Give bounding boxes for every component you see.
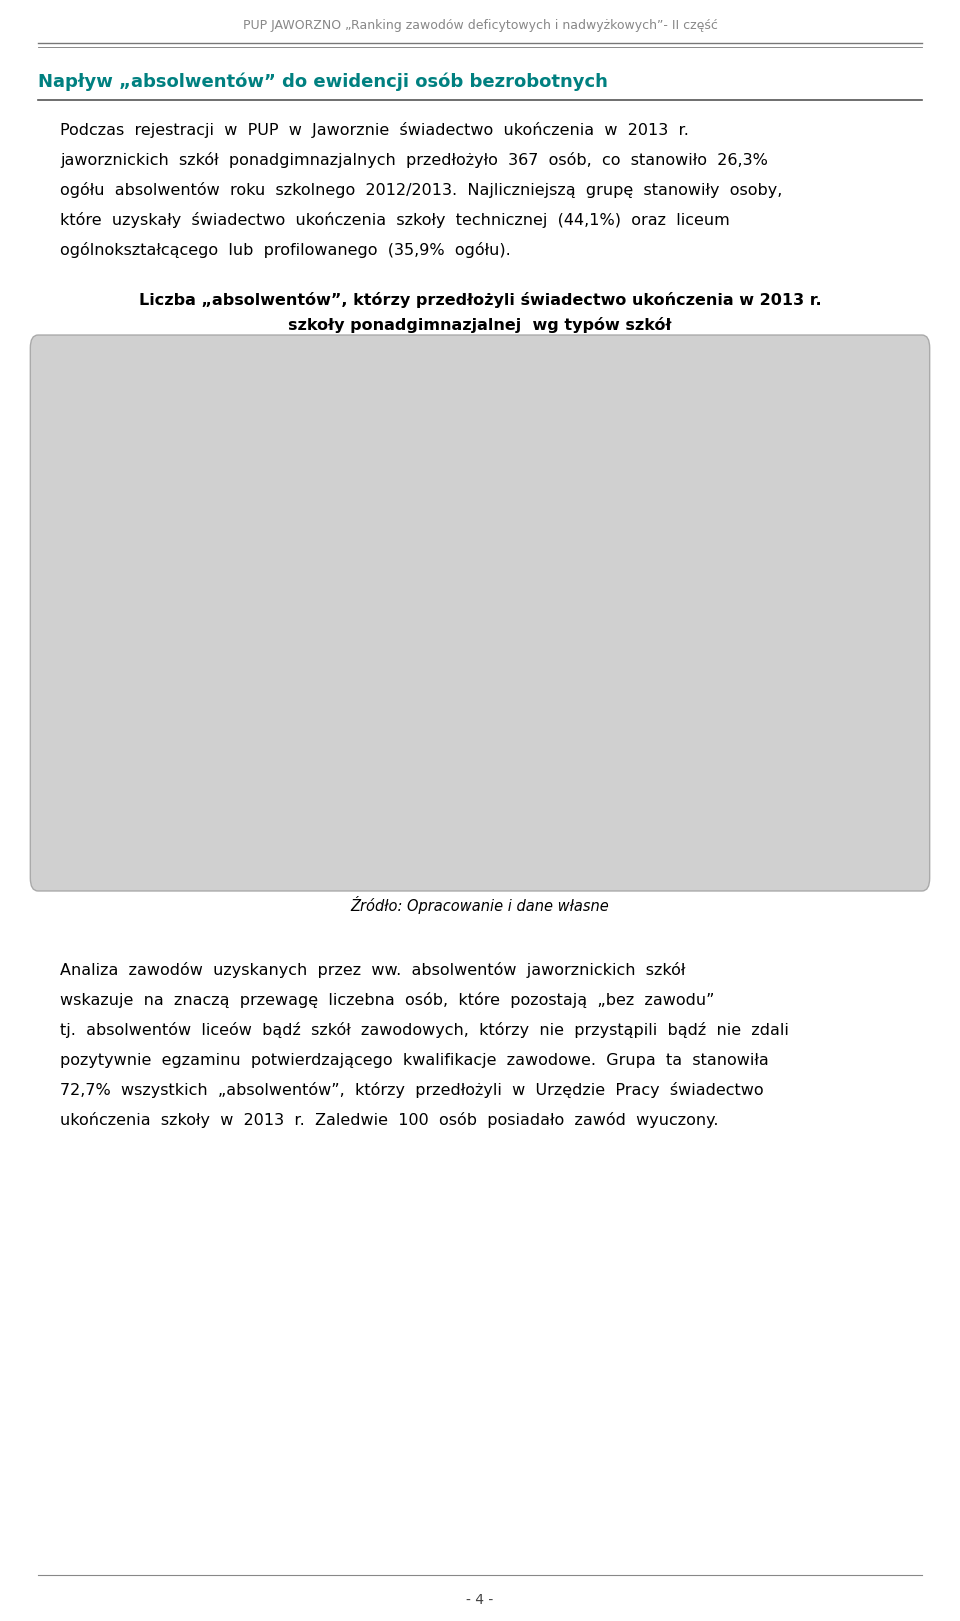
Bar xyxy=(295,644,438,699)
Text: 31: 31 xyxy=(408,786,427,801)
Text: Liczba „absolwentów”, którzy przedłożyli świadectwo ukończenia w 2013 r.: Liczba „absolwentów”, którzy przedłożyli… xyxy=(138,292,822,308)
Text: 72,7%  wszystkich  „absolwentów”,  którzy  przedłożyli  w  Urzędzie  Pracy  świa: 72,7% wszystkich „absolwentów”, którzy p… xyxy=(60,1081,763,1097)
Bar xyxy=(295,399,847,454)
Text: PUP JAWORZNO „Ranking zawodów deficytowych i nadwyżkowych”- II część: PUP JAWORZNO „Ranking zawodów deficytowy… xyxy=(243,18,717,31)
Text: ukończenia  szkoły  w  2013  r.  Zaledwie  100  osób  posiadało  zawód  wyuczony: ukończenia szkoły w 2013 r. Zaledwie 100… xyxy=(60,1112,718,1128)
Bar xyxy=(847,399,880,454)
Bar xyxy=(295,522,745,577)
Text: które  uzyskały  świadectwo  ukończenia  szkoły  technicznej  (44,1%)  oraz  lic: które uzyskały świadectwo ukończenia szk… xyxy=(60,212,730,229)
Text: 42: 42 xyxy=(445,665,465,678)
Text: ogólnokształcącego  lub  profilowanego  (35,9%  ogółu).: ogólnokształcącego lub profilowanego (35… xyxy=(60,242,511,258)
Bar xyxy=(400,767,435,822)
Text: tj.  absolwentów  liceów  bądź  szkół  zawodowych,  którzy  nie  przystąpili  bą: tj. absolwentów liceów bądź szkół zawodo… xyxy=(60,1021,789,1037)
Bar xyxy=(745,522,779,577)
Text: ogółu  absolwentów  roku  szkolnego  2012/2013.  Najliczniejszą  grupę  stanowił: ogółu absolwentów roku szkolnego 2012/20… xyxy=(60,182,782,198)
Text: wskazuje  na  znaczą  przewagę  liczebna  osób,  które  pozostają  „bez  zawodu”: wskazuje na znaczą przewagę liczebna osó… xyxy=(60,992,714,1008)
Text: Napływ „absolwentów” do ewidencji osób bezrobotnych: Napływ „absolwentów” do ewidencji osób b… xyxy=(38,73,608,91)
Text: jaworznickich  szkół  ponadgimnazjalnych  przedłożyło  367  osób,  co  stanowiło: jaworznickich szkół ponadgimnazjalnych p… xyxy=(60,152,768,169)
Bar xyxy=(295,767,400,822)
Text: - 4 -: - 4 - xyxy=(467,1593,493,1606)
Text: Analiza  zawodów  uzyskanych  przez  ww.  absolwentów  jaworznickich  szkół: Analiza zawodów uzyskanych przez ww. abs… xyxy=(60,961,685,977)
Bar xyxy=(438,644,472,699)
Text: szkoły ponadgimnazjalnej  wg typów szkół: szkoły ponadgimnazjalnej wg typów szkół xyxy=(288,318,672,332)
Text: 162: 162 xyxy=(850,420,878,433)
Text: Podczas  rejestracji  w  PUP  w  Jaworznie  świadectwo  ukończenia  w  2013  r.: Podczas rejestracji w PUP w Jaworznie św… xyxy=(60,122,689,138)
Text: Źródło: Opracowanie i dane własne: Źródło: Opracowanie i dane własne xyxy=(350,896,610,914)
Text: 132: 132 xyxy=(747,541,776,556)
Text: pozytywnie  egzaminu  potwierdzającego  kwalifikacje  zawodowe.  Grupa  ta  stan: pozytywnie egzaminu potwierdzającego kwa… xyxy=(60,1052,769,1068)
